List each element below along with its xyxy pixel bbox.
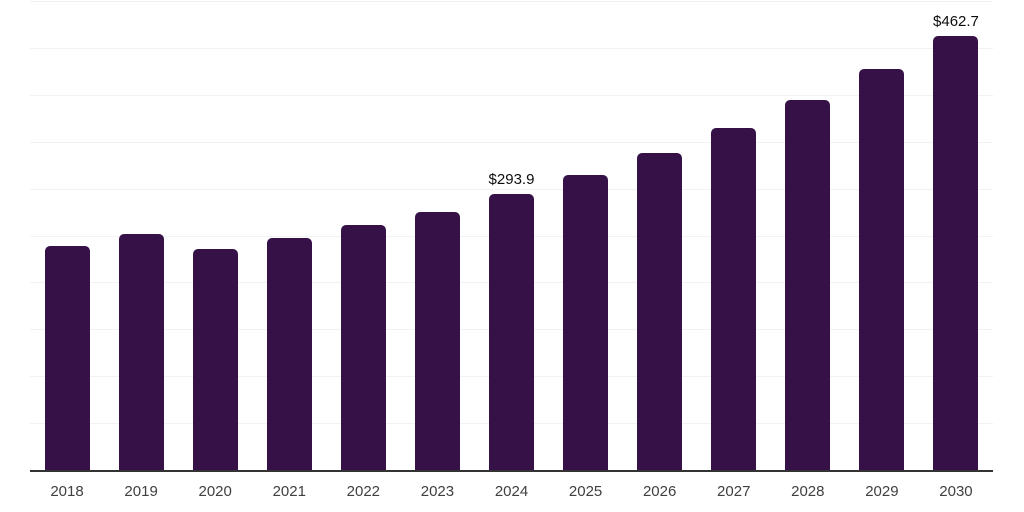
x-axis-label-2025: 2025 [568, 483, 603, 500]
bar-2027 [711, 127, 757, 470]
bar-column-2025 [549, 1, 623, 470]
bar-column-2030: $462.7 [919, 1, 993, 470]
bar-column-2028 [771, 1, 845, 470]
bar-2019 [118, 233, 164, 470]
bar-2030: $462.7 [933, 13, 979, 470]
x-axis-label-2021: 2021 [272, 483, 306, 500]
bar-2023 [414, 212, 460, 470]
gridline-500 [30, 1, 993, 2]
bar-column-2020 [178, 1, 252, 470]
x-axis-label-2024: 2024 [494, 483, 529, 500]
bar-column-2027 [697, 1, 771, 470]
gridline-400 [30, 94, 993, 96]
gridline-300 [30, 188, 993, 190]
x-axis-label-2030: 2030 [939, 483, 973, 500]
gridline-450 [30, 47, 993, 49]
x-axis-label-2018: 2018 [50, 483, 84, 500]
bar-2026 [637, 152, 683, 470]
bar-2018 [44, 245, 90, 470]
bar-column-2026 [623, 1, 697, 470]
bar-value-label-2030: $462.7 [933, 13, 979, 30]
bar-2020 [192, 248, 238, 470]
x-axis-label-2019: 2019 [124, 483, 158, 500]
bar-2024: $293.9 [489, 171, 534, 470]
gridline-350 [30, 141, 993, 143]
x-axis-label-2028: 2028 [791, 483, 825, 500]
bar-column-2018 [30, 1, 104, 470]
bar-column-2029 [845, 1, 919, 470]
plot-area: $293.9 $462.7 [30, 1, 993, 472]
bar-column-2022 [326, 1, 400, 470]
x-axis-labels: 2018 2019 2020 2021 2022 2023 2024 2025 2026 2027… [30, 483, 993, 501]
x-axis-label-2029: 2029 [865, 483, 899, 500]
bar-value-label-2024: $293.9 [488, 171, 535, 189]
x-axis-label-2026: 2026 [642, 483, 677, 500]
bars-layer: $293.9 $462.7 [30, 1, 993, 470]
bar-column-2021 [252, 1, 326, 470]
bar-column-2023 [400, 1, 474, 470]
bar-column-2024: $293.9 [474, 1, 548, 470]
bar-2029 [859, 68, 905, 470]
x-axis-label-2022: 2022 [346, 483, 381, 500]
x-axis-label-2023: 2023 [420, 483, 455, 500]
bar-2021 [266, 238, 312, 470]
bar-2028 [785, 99, 831, 470]
x-axis-label-2027: 2027 [717, 483, 751, 500]
bar-2025 [563, 175, 609, 470]
x-axis-label-2020: 2020 [198, 483, 232, 500]
bar-2022 [340, 225, 386, 470]
bar-column-2019 [104, 1, 178, 470]
